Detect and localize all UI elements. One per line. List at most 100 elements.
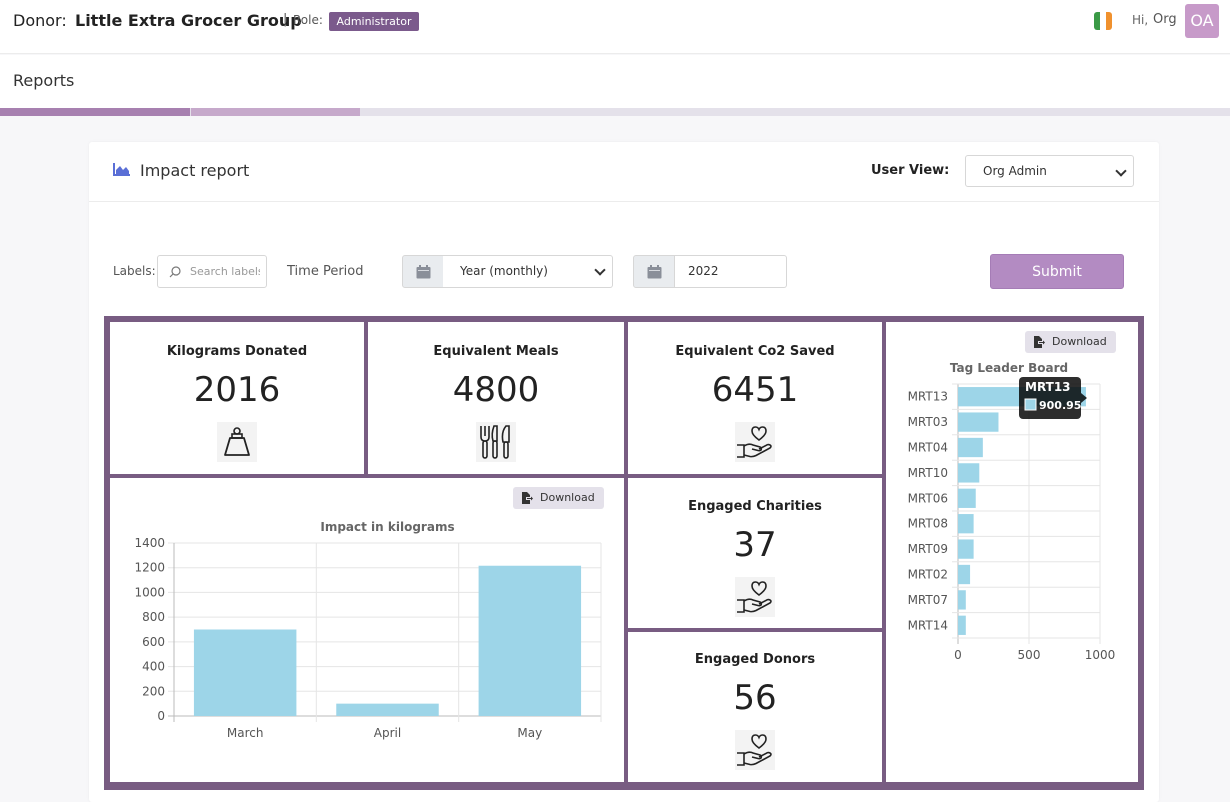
card-title: Impact report [140,161,250,180]
y-tick-label: MRT07 [908,593,948,607]
y-tick-label: 0 [157,709,165,723]
user-name[interactable]: Org [1153,12,1177,27]
y-tick-label: MRT09 [908,542,948,556]
y-tick-label: 600 [142,635,165,649]
x-tick-label: 1000 [1085,648,1116,662]
separator: | [283,12,288,27]
x-tick-label: March [227,726,264,740]
kilograms-tile: Kilograms Donated 2016 [110,322,364,474]
calendar-icon [416,265,431,279]
bar [958,615,966,635]
tile-value: 6451 [711,370,799,410]
year-input[interactable]: 2022 [675,255,787,288]
y-tick-label: 1200 [134,561,165,575]
period-calendar-addon [402,255,444,288]
tile-title: Equivalent Meals [433,344,559,359]
y-tick-label: 400 [142,660,165,674]
y-tick-label: MRT04 [908,441,948,455]
tooltip-caret [1081,393,1087,403]
y-tick-label: 1400 [134,536,165,550]
donors-tile: Engaged Donors 56 [628,632,882,782]
y-tick-label: 1000 [134,585,165,599]
bar [958,463,980,483]
year-calendar-addon [633,255,675,288]
submit-button[interactable]: Submit [990,254,1124,289]
bar [958,514,974,534]
chart-title: Impact in kilograms [320,520,454,534]
impact-report-card: Impact report User View: Org Admin Label… [89,142,1159,802]
time-period-select[interactable]: Year (monthly) [443,255,613,288]
charities-tile: Engaged Charities 37 [628,478,882,628]
bar [193,629,297,716]
fork-knife-icon [476,422,516,462]
chevron-down-icon [1115,165,1127,177]
donor-name: Little Extra Grocer Group [75,11,302,30]
impact-grid: Kilograms Donated 2016 Equivalent Meals … [104,316,1144,790]
y-tick-label: 200 [142,684,165,698]
download-label: Download [540,491,595,504]
greeting: Hi, [1132,13,1149,27]
y-tick-label: MRT08 [908,517,948,531]
card-header: Impact report User View: Org Admin [89,142,1159,202]
user-view-value: Org Admin [983,164,1047,178]
heart-hand-icon [735,730,775,770]
download-button[interactable]: Download [1025,331,1116,353]
donor-label: Donor: [13,11,67,30]
heart-hand-icon [735,577,775,617]
tile-value: 56 [733,678,777,718]
file-export-icon [1034,336,1045,348]
labels-search-input[interactable]: Search labels [157,255,267,288]
bar [958,564,971,585]
bar [336,703,439,716]
user-view-select[interactable]: Org Admin [965,155,1134,187]
page-header: Reports [0,55,1230,108]
time-period-value: Year (monthly) [460,264,548,278]
tile-value: 37 [733,525,777,565]
time-period-label: Time Period [287,264,364,279]
tooltip-value: 900.95 [1039,399,1081,412]
y-tick-label: MRT06 [908,491,948,505]
weight-icon [217,422,257,462]
tag-leaderboard-tile: Download Tag Leader Board 0 500 1000 MRT13 MR… [886,322,1138,782]
search-placeholder: Search labels [190,265,260,278]
bar [958,539,974,559]
role-label: Role: [293,13,323,27]
tile-title: Kilograms Donated [166,344,308,359]
x-tick-label: 0 [954,648,962,662]
tile-value: 2016 [193,370,281,410]
x-tick-label: April [374,726,401,740]
tile-title: Engaged Charities [688,499,822,514]
avatar[interactable]: OA [1185,4,1219,38]
download-button[interactable]: Download [513,487,604,509]
tooltip-title: MRT13 [1025,380,1071,394]
bar [958,488,976,508]
tooltip-swatch [1024,398,1037,411]
impact-bar-chart: Impact in kilograms 0 200 400 600 800 1000 1200… [134,520,602,740]
bar [958,437,983,458]
ireland-flag-icon[interactable] [1094,12,1112,30]
bar [478,565,582,716]
y-tick-label: MRT14 [908,618,948,632]
x-tick-label: May [517,726,542,740]
tag-leaderboard-chart: Tag Leader Board 0 500 1000 MRT13 MRT03 MRT04 M… [908,361,1116,662]
top-bar: Donor: Little Extra Grocer Group | Role:… [0,0,1230,54]
progress-bar [0,108,1230,116]
y-tick-label: MRT02 [908,568,948,582]
y-tick-label: MRT10 [908,466,948,480]
file-export-icon [522,492,533,504]
tile-title: Engaged Donors [694,652,816,667]
search-icon [169,266,181,278]
meals-tile: Equivalent Meals 4800 [368,322,624,474]
tile-value: 4800 [452,370,540,410]
labels-label: Labels: [113,264,156,278]
area-chart-icon [113,163,130,176]
y-tick-label: MRT03 [908,415,948,429]
chart-title: Tag Leader Board [950,361,1068,375]
tile-title: Equivalent Co2 Saved [675,344,835,359]
progress-segment-1 [0,108,190,116]
y-tick-label: MRT13 [908,390,948,404]
page-title: Reports [13,71,75,90]
progress-segment-2 [191,108,360,116]
calendar-icon [647,265,662,279]
co2-tile: Equivalent Co2 Saved 6451 [628,322,882,474]
